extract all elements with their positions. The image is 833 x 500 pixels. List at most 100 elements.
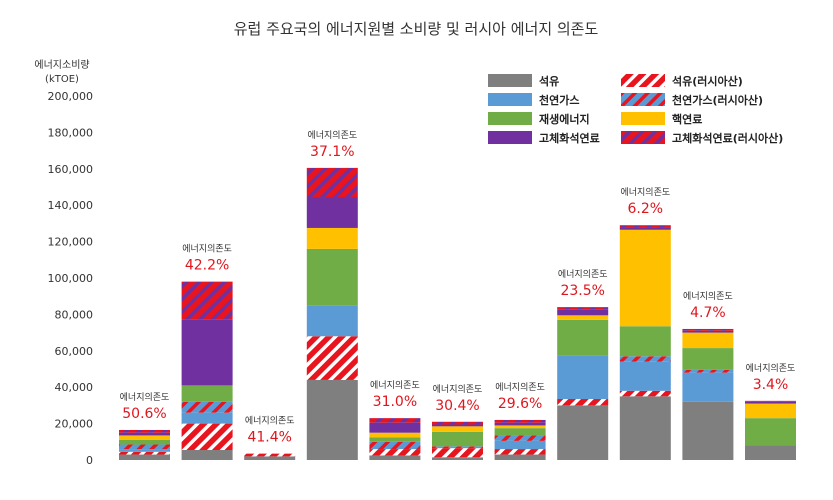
bar-segment	[306, 336, 358, 380]
dependency-value: 41.4%	[247, 430, 291, 446]
bar-segment	[682, 369, 734, 373]
bar-segment	[369, 437, 421, 442]
dependency-value: 30.4%	[435, 398, 479, 414]
bar-segment	[119, 429, 170, 433]
dependency-label: 에너지의존도	[182, 244, 232, 255]
bar-segment	[432, 431, 483, 447]
legend-label: 석유	[539, 74, 559, 88]
dependency-value: 37.1%	[310, 144, 354, 160]
dependency-label: 에너지의존도	[433, 384, 483, 395]
legend-label: 천연가스(러시아산)	[672, 93, 763, 107]
bar-segment	[369, 441, 421, 450]
bar-segment	[557, 319, 609, 356]
bar-segment	[494, 419, 546, 423]
bar-segment	[119, 444, 170, 450]
bar-segment	[745, 400, 796, 402]
bar-segment	[369, 455, 421, 460]
dependency-label: 에너지의존도	[245, 416, 295, 427]
y-axis-unit: (kTOE)	[45, 74, 79, 85]
y-tick-label: 0	[86, 454, 93, 467]
bar-segment	[494, 425, 546, 429]
bar-segment	[494, 435, 546, 441]
bar-segment	[244, 453, 296, 457]
dependency-value: 3.4%	[753, 377, 789, 393]
bar-segment	[181, 412, 233, 424]
bar-segment	[432, 446, 483, 449]
dependency-label: 에너지의존도	[746, 363, 796, 374]
bar-segment	[119, 451, 170, 455]
bar-segment	[306, 248, 358, 306]
legend-swatch	[621, 131, 665, 144]
bar-segment	[682, 332, 734, 349]
bar-segment	[682, 328, 734, 331]
bar-segment	[119, 439, 170, 445]
legend-swatch	[488, 93, 532, 106]
y-tick-label: 140,000	[48, 199, 94, 212]
bar-segment	[432, 448, 483, 458]
legend-label: 천연가스	[539, 93, 579, 107]
y-tick-label: 180,000	[48, 126, 94, 139]
y-tick-label: 60,000	[55, 345, 94, 358]
bar-segment	[369, 422, 421, 433]
y-tick-label: 20,000	[55, 418, 94, 431]
bar-segment	[619, 361, 671, 391]
bar-segment	[682, 372, 734, 402]
bar-segment	[306, 379, 358, 460]
legend-label: 재생에너지	[539, 112, 590, 126]
bar-segment	[619, 396, 671, 460]
bar-segment	[432, 457, 483, 460]
bar-segment	[181, 449, 233, 460]
dependency-value: 31.0%	[373, 394, 417, 410]
bar-segment	[494, 454, 546, 460]
bar-stacks	[119, 167, 796, 460]
dependency-value: 23.5%	[560, 283, 604, 299]
y-axis-ticks: 0 20,000 40,000 60,000 80,000 100,000 120,000 1…	[48, 90, 94, 467]
bar-segment	[432, 426, 483, 432]
bar-segment	[181, 401, 233, 413]
bar-segment	[557, 315, 609, 320]
legend-swatch	[488, 131, 532, 144]
bar-segment	[557, 399, 609, 406]
bar-segment	[557, 405, 609, 460]
legend-swatch	[621, 74, 665, 87]
bar-segment	[306, 227, 358, 249]
bar-segment	[619, 229, 671, 327]
bar-segment	[682, 330, 734, 333]
bar-segment	[494, 428, 546, 436]
bar-segment	[745, 401, 796, 404]
bar-segment	[369, 432, 421, 438]
y-tick-label: 160,000	[48, 163, 94, 176]
bar-segment	[557, 309, 609, 316]
bar-segment	[557, 355, 609, 400]
dependency-label: 에너지의존도	[620, 187, 670, 198]
bar-segment	[119, 454, 170, 460]
bar-segment	[619, 390, 671, 397]
legend-swatch	[621, 112, 665, 125]
legend-swatch	[488, 74, 532, 87]
bar-segment	[369, 449, 421, 456]
dependency-value: 6.2%	[628, 201, 664, 217]
bar-segment	[745, 418, 796, 446]
dependency-label: 에너지의존도	[683, 291, 733, 302]
bar-segment	[619, 225, 671, 228]
bar-segment	[745, 403, 796, 419]
legend-label: 핵연료	[672, 112, 702, 126]
bar-segment	[369, 418, 421, 423]
bar-segment	[119, 432, 170, 436]
bar-segment	[619, 356, 671, 362]
dependency-value: 29.6%	[498, 396, 542, 412]
y-axis-label: 에너지소비량	[34, 59, 89, 71]
bar-segment	[432, 424, 483, 427]
bar-segment	[682, 401, 734, 460]
bar-segment	[306, 305, 358, 337]
bar-segment	[181, 423, 233, 450]
y-tick-label: 200,000	[48, 90, 94, 103]
chart-title: 유럽 주요국의 에너지원별 소비량 및 러시아 에너지 의존도	[234, 20, 599, 38]
bar-segment	[494, 422, 546, 426]
dependency-value: 42.2%	[185, 258, 229, 274]
legend-swatch	[488, 112, 532, 125]
bar-segment	[619, 227, 671, 230]
y-tick-label: 100,000	[48, 272, 94, 285]
bar-segment	[432, 421, 483, 425]
